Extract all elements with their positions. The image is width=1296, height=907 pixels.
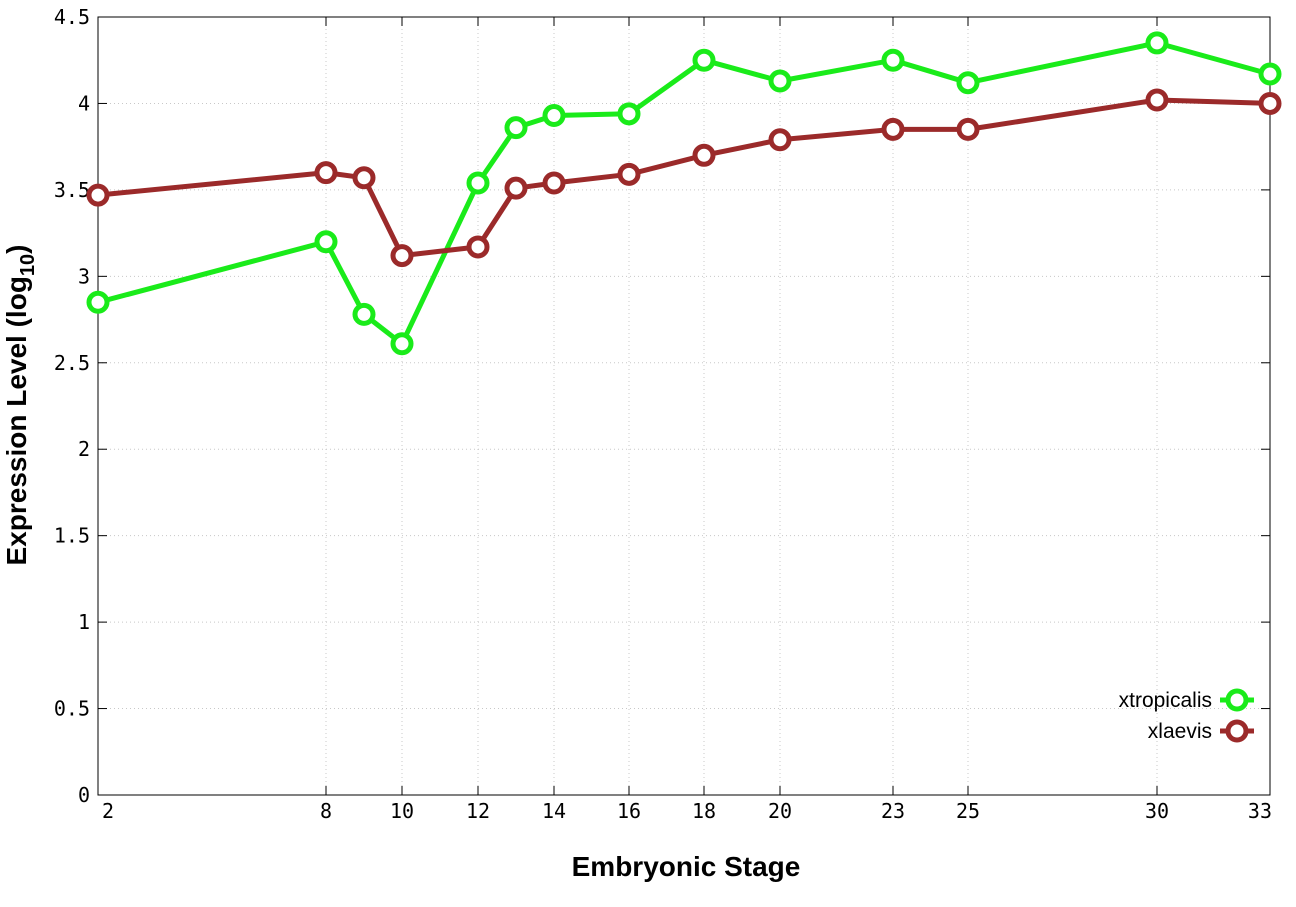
legend-label-xlaevis: xlaevis (1148, 720, 1212, 743)
data-point-xtropicalis (1258, 62, 1282, 86)
data-point-xlaevis (314, 161, 338, 185)
y-tick-label: 3 (78, 264, 90, 288)
x-axis-title: Embryonic Stage (572, 851, 801, 882)
y-tick-label: 3.5 (54, 178, 90, 202)
data-point-xlaevis (352, 166, 376, 190)
data-point-xtropicalis (617, 102, 641, 126)
legend-label-xtropicalis: xtropicalis (1119, 689, 1212, 712)
data-point-xtropicalis (352, 302, 376, 326)
legend-marker-xtropicalis (1225, 688, 1249, 712)
plot-frame (97, 16, 1271, 796)
legend-marker-xlaevis (1225, 719, 1249, 743)
series-line-xlaevis (97, 97, 1271, 259)
data-point-xtropicalis (768, 69, 792, 93)
series-layer (86, 31, 1282, 356)
data-point-xtropicalis (390, 332, 414, 356)
y-axis-title-subscript: 10 (17, 254, 39, 276)
x-tick-label: 23 (881, 799, 905, 823)
data-point-xlaevis (692, 143, 716, 167)
data-point-xlaevis (390, 244, 414, 268)
x-tick-label: 33 (1248, 799, 1272, 823)
x-tick-label: 25 (956, 799, 980, 823)
data-point-xtropicalis (881, 48, 905, 72)
data-point-xlaevis (504, 176, 528, 200)
x-tick-label: 18 (692, 799, 716, 823)
data-point-xlaevis (86, 183, 110, 207)
data-point-xlaevis (466, 235, 490, 259)
y-tick-label: 4.5 (54, 5, 90, 29)
data-point-xlaevis (1258, 91, 1282, 115)
data-point-xlaevis (956, 117, 980, 141)
data-point-xtropicalis (542, 104, 566, 128)
y-axis-title-main: Expression Level (log (1, 276, 32, 565)
data-point-xtropicalis (504, 116, 528, 140)
y-tick-label: 1.5 (54, 524, 90, 548)
y-tick-label: 1 (78, 610, 90, 634)
y-tick-label: 2 (78, 437, 90, 461)
x-tick-label: 20 (768, 799, 792, 823)
axis-layer: 0 0.5 1 1.5 2 2.5 3 3.5 4 4.5 2 8 10 12 14 16 18 20 23 25 30… (54, 5, 1272, 823)
data-point-xlaevis (617, 162, 641, 186)
x-tick-label: 2 (102, 799, 114, 823)
grid-layer (98, 17, 1270, 795)
x-tick-label: 14 (542, 799, 566, 823)
y-tick-label: 0 (78, 783, 90, 807)
x-tick-label: 8 (320, 799, 332, 823)
data-point-xtropicalis (692, 48, 716, 72)
data-point-xtropicalis (466, 171, 490, 195)
data-point-xtropicalis (86, 290, 110, 314)
y-tick-label: 2.5 (54, 351, 90, 375)
data-point-xlaevis (768, 128, 792, 152)
legend: xtropicalis xlaevis (1119, 688, 1254, 743)
x-tick-label: 30 (1145, 799, 1169, 823)
data-point-xtropicalis (314, 230, 338, 254)
x-tick-label: 16 (617, 799, 641, 823)
y-tick-label: 0.5 (54, 697, 90, 721)
y-axis-title-close: ) (1, 245, 32, 254)
data-point-xlaevis (881, 117, 905, 141)
x-tick-label: 12 (466, 799, 490, 823)
data-point-xtropicalis (956, 71, 980, 95)
x-tick-label: 10 (390, 799, 414, 823)
y-tick-label: 4 (78, 91, 90, 115)
series-line-xtropicalis (97, 40, 1271, 347)
data-point-xtropicalis (1145, 31, 1169, 55)
y-axis-title: Expression Level (log10) (1, 245, 39, 566)
data-point-xlaevis (542, 171, 566, 195)
data-point-xlaevis (1145, 88, 1169, 112)
